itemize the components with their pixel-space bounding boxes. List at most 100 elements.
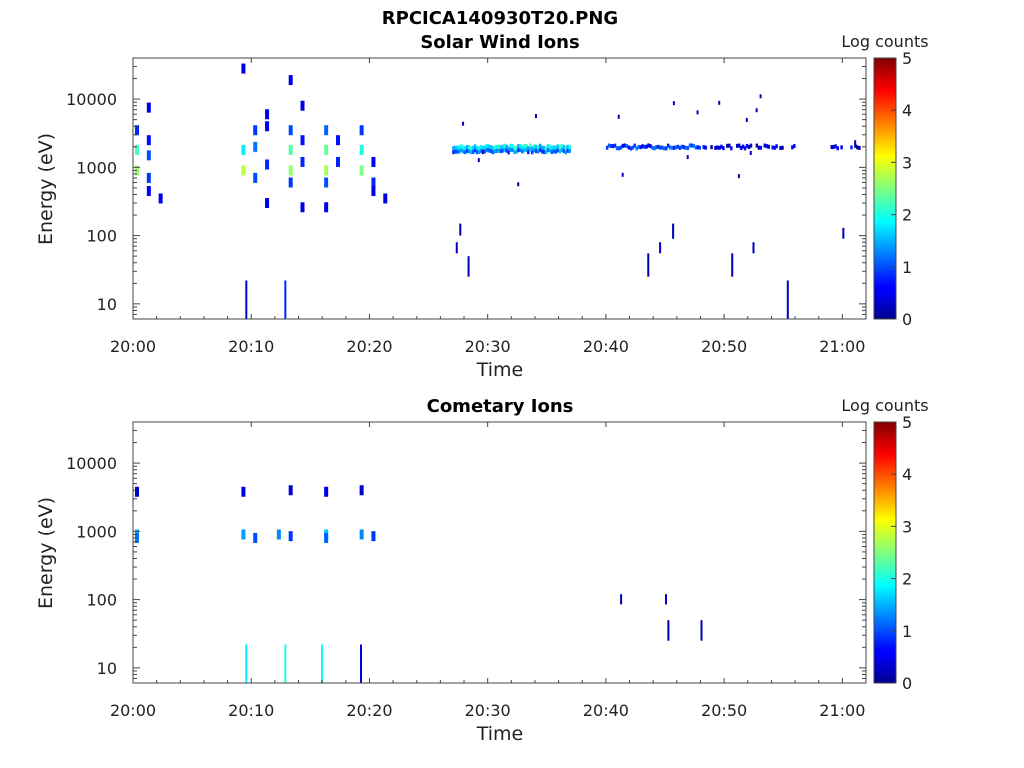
heatmap-cell: [781, 145, 784, 150]
colorbar-tick-label: 3: [902, 153, 912, 172]
heatmap-cell: [473, 144, 477, 149]
heatmap-cell: [501, 148, 504, 153]
heatmap-cell: [702, 145, 705, 150]
x-axis-label: Time: [476, 359, 524, 381]
heatmap-spike: [455, 242, 458, 254]
y-tick-label: 10: [97, 659, 117, 678]
heatmap-cell: [680, 144, 684, 149]
heatmap-cell: [696, 110, 699, 115]
heatmap-cell: [265, 159, 270, 170]
heatmap-cell: [834, 144, 837, 149]
heatmap-cell: [763, 143, 767, 148]
heatmap-cell: [253, 532, 258, 543]
panel-solar-wind: Solar Wind Ions 20:00 20:10 20:20 20:30 20:4…: [35, 32, 929, 381]
heatmap-cell: [531, 146, 534, 151]
heatmap-spike: [667, 620, 670, 641]
heatmap-cell: [739, 145, 743, 150]
heatmap-cell: [511, 143, 514, 148]
heatmap-cell: [495, 144, 499, 149]
heatmap-cell: [505, 144, 508, 149]
heatmap-cell: [779, 145, 782, 150]
heatmap-cell: [704, 145, 707, 150]
heatmap-cell: [566, 144, 569, 149]
heatmap-cell: [462, 121, 465, 126]
heatmap-cell: [359, 485, 364, 496]
heatmap-cell: [629, 146, 633, 151]
heatmap-cell: [793, 144, 796, 149]
heatmap-cell: [519, 144, 522, 149]
heatmap-cell: [503, 143, 506, 148]
x-tick-label: 20:00: [110, 337, 156, 356]
heatmap-cell: [554, 145, 558, 150]
heatmap-cell: [710, 145, 713, 150]
heatmap-cell: [755, 108, 758, 113]
heatmap-cell: [647, 143, 650, 148]
colorbar-label: Log counts: [841, 396, 928, 415]
y-tick-label: 10000: [66, 454, 117, 473]
heatmap-cell: [454, 145, 457, 150]
heatmap-cell: [324, 486, 329, 497]
heatmap-cell: [546, 148, 550, 153]
heatmap-cell: [499, 145, 502, 150]
heatmap-cell: [613, 143, 617, 148]
heatmap-cell: [288, 75, 293, 86]
heatmap-cell: [521, 149, 524, 154]
heatmap-cell: [359, 144, 364, 155]
heatmap-cell: [745, 117, 748, 122]
heatmap-cell: [473, 148, 477, 153]
heatmap-spike: [700, 620, 703, 641]
axis-ticks: 20:00 20:10 20:20 20:30 20:40 20:50 21:00 10 100…: [66, 57, 866, 356]
heatmap-cell: [552, 145, 556, 150]
heatmap-cell: [670, 145, 674, 150]
heatmap-cell: [335, 156, 340, 167]
heatmap-cell: [371, 531, 376, 542]
x-tick-label: 20:10: [228, 701, 274, 720]
heatmap-cell: [619, 145, 623, 150]
heatmap-cell: [690, 143, 694, 148]
heatmap-cell: [288, 165, 293, 176]
heatmap-cell: [517, 144, 520, 149]
heatmap-cell: [615, 146, 619, 151]
heatmap-cell: [371, 177, 376, 188]
heatmap-cell: [454, 149, 457, 154]
heatmap-cell: [359, 529, 364, 540]
heatmap-cell: [300, 100, 305, 111]
heatmap-spike: [467, 256, 470, 277]
x-tick-label: 20:30: [465, 337, 511, 356]
colorbar: [873, 57, 897, 320]
heatmap-cell: [529, 143, 532, 148]
heatmap-cell: [534, 114, 537, 119]
heatmap-cell: [605, 145, 609, 150]
heatmap-cell: [617, 114, 620, 119]
heatmap-cell: [477, 146, 481, 151]
colorbar-ticks: 0 1 2 3 4 5: [891, 413, 912, 693]
heatmap-cell: [460, 144, 463, 149]
heatmap-cell: [560, 144, 564, 149]
heatmap-cell: [791, 145, 794, 150]
heatmap-cell: [672, 145, 676, 150]
heatmap-cell: [493, 145, 497, 150]
colorbar-tick-label: 5: [902, 413, 912, 432]
heatmap-cell: [621, 143, 625, 148]
panel-title: Cometary Ions: [427, 396, 574, 417]
heatmap-cell: [554, 149, 558, 154]
heatmap-cell: [497, 148, 500, 153]
heatmap-cell: [527, 146, 530, 151]
heatmap-cell: [767, 144, 770, 149]
heatmap-cell: [858, 145, 861, 150]
heatmap-cell: [324, 125, 329, 136]
colorbar-tick-label: 2: [902, 206, 912, 225]
heatmap-cell: [540, 145, 544, 150]
heatmap-cell: [479, 144, 483, 149]
heatmap-cell: [477, 158, 480, 163]
heatmap-cell: [749, 143, 753, 148]
heatmap-cell: [253, 141, 258, 152]
heatmap-cell: [735, 143, 739, 148]
heatmap-cell: [487, 148, 491, 153]
heatmap-cell: [775, 144, 778, 149]
heatmap-cell: [507, 150, 510, 155]
heatmap-cell: [460, 148, 463, 153]
colorbar-tick-label: 4: [902, 101, 912, 120]
heatmap-cell: [497, 144, 500, 149]
heatmap-cell: [536, 145, 540, 150]
